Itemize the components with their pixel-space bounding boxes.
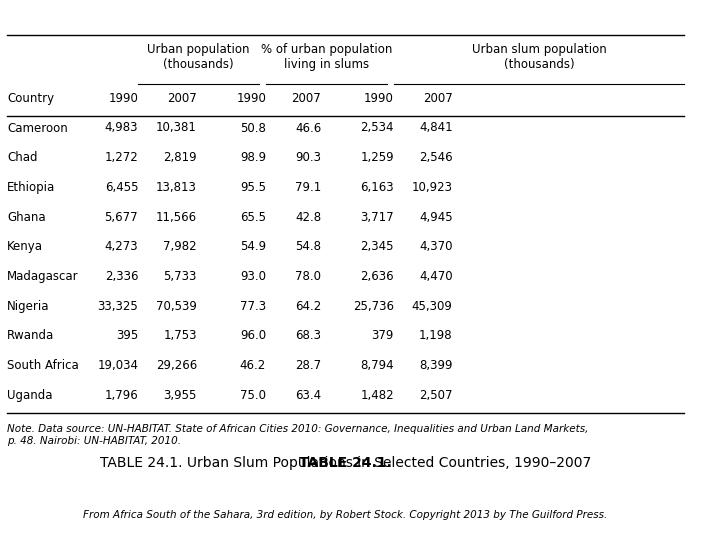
Text: 46.2: 46.2 <box>240 359 266 372</box>
Text: % of urban population
living in slums: % of urban population living in slums <box>261 43 392 71</box>
Text: Uganda: Uganda <box>7 389 53 402</box>
Text: 10,923: 10,923 <box>412 181 453 194</box>
Text: TABLE 24.1.: TABLE 24.1. <box>299 456 392 470</box>
Text: 65.5: 65.5 <box>240 211 266 224</box>
Text: 29,266: 29,266 <box>156 359 197 372</box>
Text: 5,733: 5,733 <box>163 270 197 283</box>
Text: 4,470: 4,470 <box>419 270 453 283</box>
Text: 4,841: 4,841 <box>419 122 453 134</box>
Text: 2007: 2007 <box>292 92 321 105</box>
Text: 3,717: 3,717 <box>360 211 394 224</box>
Text: 8,399: 8,399 <box>419 359 453 372</box>
Text: 379: 379 <box>372 329 394 342</box>
Text: 54.9: 54.9 <box>240 240 266 253</box>
Text: Kenya: Kenya <box>7 240 43 253</box>
Text: From ​Africa South of the Sahara​, 3rd edition, by Robert Stock. Copyright 2013 : From ​Africa South of the Sahara​, 3rd e… <box>84 510 608 521</box>
Text: Ghana: Ghana <box>7 211 45 224</box>
Text: 5,677: 5,677 <box>104 211 138 224</box>
Text: Ethiopia: Ethiopia <box>7 181 55 194</box>
Text: 11,566: 11,566 <box>156 211 197 224</box>
Text: 33,325: 33,325 <box>97 300 138 313</box>
Text: 46.6: 46.6 <box>295 122 321 134</box>
Text: 77.3: 77.3 <box>240 300 266 313</box>
Text: 1,198: 1,198 <box>419 329 453 342</box>
Text: Urban population
(thousands): Urban population (thousands) <box>148 43 250 71</box>
Text: Madagascar: Madagascar <box>7 270 78 283</box>
Text: TABLE 24.1. Urban Slum Populations in Selected Countries, 1990–2007: TABLE 24.1. Urban Slum Populations in Se… <box>100 456 591 470</box>
Text: 4,983: 4,983 <box>104 122 138 134</box>
Text: Urban slum population
(thousands): Urban slum population (thousands) <box>472 43 606 71</box>
Text: 95.5: 95.5 <box>240 181 266 194</box>
Text: 19,034: 19,034 <box>97 359 138 372</box>
Text: 3,955: 3,955 <box>163 389 197 402</box>
Text: TABLE 24.1. Urban Slum Populations in Selected Countries, 1990–2007: TABLE 24.1. Urban Slum Populations in Se… <box>100 456 591 470</box>
Text: 1,272: 1,272 <box>104 151 138 164</box>
Text: 54.8: 54.8 <box>295 240 321 253</box>
Text: 50.8: 50.8 <box>240 122 266 134</box>
Text: 1,259: 1,259 <box>360 151 394 164</box>
Text: 25,736: 25,736 <box>353 300 394 313</box>
Text: 2,336: 2,336 <box>104 270 138 283</box>
Text: Nigeria: Nigeria <box>7 300 50 313</box>
Text: 6,455: 6,455 <box>104 181 138 194</box>
Text: 1990: 1990 <box>236 92 266 105</box>
Text: 63.4: 63.4 <box>295 389 321 402</box>
Text: 98.9: 98.9 <box>240 151 266 164</box>
Text: Country: Country <box>7 92 54 105</box>
Text: 8,794: 8,794 <box>360 359 394 372</box>
Text: 2,819: 2,819 <box>163 151 197 164</box>
Text: 1,796: 1,796 <box>104 389 138 402</box>
Text: 2,546: 2,546 <box>419 151 453 164</box>
Text: 395: 395 <box>116 329 138 342</box>
Text: 1,753: 1,753 <box>163 329 197 342</box>
Text: 1,482: 1,482 <box>360 389 394 402</box>
Text: 75.0: 75.0 <box>240 389 266 402</box>
Text: 2,636: 2,636 <box>360 270 394 283</box>
Text: 4,370: 4,370 <box>419 240 453 253</box>
Text: Rwanda: Rwanda <box>7 329 54 342</box>
Text: 7,982: 7,982 <box>163 240 197 253</box>
Text: 96.0: 96.0 <box>240 329 266 342</box>
Text: 28.7: 28.7 <box>295 359 321 372</box>
Text: 6,163: 6,163 <box>360 181 394 194</box>
Text: 78.0: 78.0 <box>295 270 321 283</box>
Text: Chad: Chad <box>7 151 37 164</box>
Text: 2,345: 2,345 <box>361 240 394 253</box>
Text: 93.0: 93.0 <box>240 270 266 283</box>
Text: 1990: 1990 <box>364 92 394 105</box>
Text: Cameroon: Cameroon <box>7 122 68 134</box>
Text: 1990: 1990 <box>108 92 138 105</box>
Text: 4,273: 4,273 <box>104 240 138 253</box>
Text: 2007: 2007 <box>423 92 453 105</box>
Text: 42.8: 42.8 <box>295 211 321 224</box>
Text: 2007: 2007 <box>167 92 197 105</box>
Text: 90.3: 90.3 <box>295 151 321 164</box>
Text: Note. Data source: UN-HABITAT. State of African Cities 2010: Governance, Inequal: Note. Data source: UN-HABITAT. State of … <box>7 424 588 446</box>
Text: 2,534: 2,534 <box>361 122 394 134</box>
Text: 68.3: 68.3 <box>295 329 321 342</box>
Text: 13,813: 13,813 <box>156 181 197 194</box>
Text: 70,539: 70,539 <box>156 300 197 313</box>
Text: 64.2: 64.2 <box>295 300 321 313</box>
Text: 2,507: 2,507 <box>419 389 453 402</box>
Text: 10,381: 10,381 <box>156 122 197 134</box>
Text: 79.1: 79.1 <box>295 181 321 194</box>
Text: 45,309: 45,309 <box>412 300 453 313</box>
Text: South Africa: South Africa <box>7 359 78 372</box>
Text: 4,945: 4,945 <box>419 211 453 224</box>
